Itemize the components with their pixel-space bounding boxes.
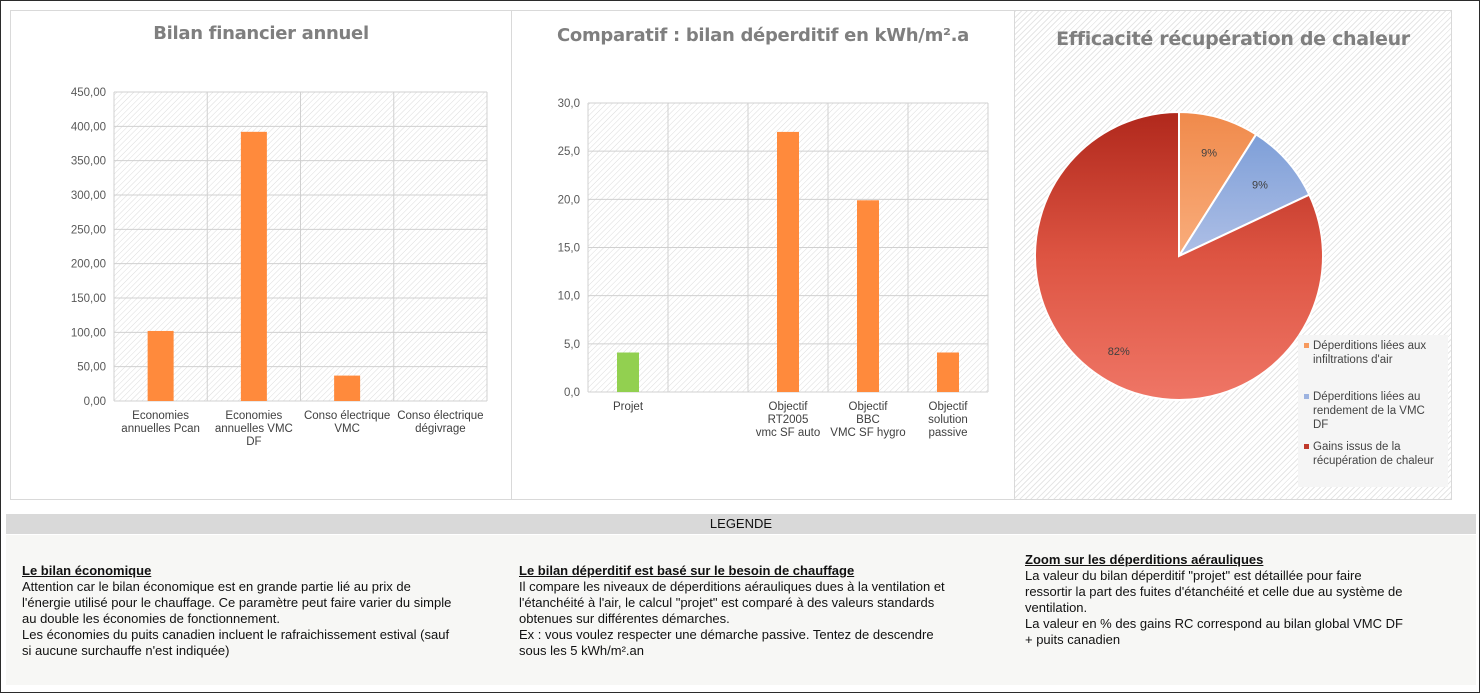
y-tick-label: 50,00 <box>77 362 106 374</box>
x-category-label: passive <box>929 427 968 439</box>
y-tick-label: 350,00 <box>71 156 106 168</box>
financial-chart-title: Bilan financier annuel <box>153 23 369 44</box>
y-tick-label: 250,00 <box>71 224 106 236</box>
pie-legend-item-gains: Gains issus de la récupération de chaleu… <box>1304 440 1434 468</box>
legend-notes: Le bilan économique Attention car le bil… <box>6 535 1476 685</box>
y-tick-label: 15,0 <box>558 243 580 255</box>
note-aeraulic: Zoom sur les déperditions aérauliques La… <box>1025 552 1465 648</box>
note-body: Il compare les niveaux de déperditions a… <box>519 579 945 658</box>
note-body: Attention car le bilan économique est en… <box>22 579 452 658</box>
x-category-label: Objectif <box>929 401 969 413</box>
y-tick-label: 0,00 <box>84 396 106 408</box>
x-category-label: Economies <box>225 410 282 422</box>
y-tick-label: 200,00 <box>71 259 106 271</box>
pie-legend-swatch <box>1304 394 1309 399</box>
bar <box>240 131 267 401</box>
y-tick-label: 30,0 <box>558 98 580 110</box>
note-heat-loss: Le bilan déperditif est basé sur le beso… <box>519 563 999 659</box>
pie-legend-label: DF <box>1313 419 1329 431</box>
pie-legend-label: Déperditions liées au <box>1313 391 1421 403</box>
financial-chart-panel: Bilan financier annuel 0,00 50,00 100,00 15… <box>10 10 512 500</box>
x-category-label: annuelles VMC <box>215 423 293 435</box>
x-category-label: Objectif <box>769 401 809 413</box>
pie-legend-label: Déperditions liées aux <box>1313 340 1427 352</box>
comparative-bar-chart: 0,0 5,0 10,0 15,0 20,0 25,0 30,0 Projet Objectif… <box>558 98 989 439</box>
x-category-label: Conso électrique <box>304 410 390 422</box>
pie-legend-label: Gains issus de la <box>1313 441 1401 453</box>
x-category-label: annuelles Pcan <box>121 423 200 435</box>
x-category-label: VMC SF hygro <box>830 427 905 439</box>
legend-header: LEGENDE <box>6 514 1476 534</box>
x-category-label: DF <box>246 436 261 448</box>
bar <box>857 200 879 392</box>
pie-legend: Déperditions liées aux infiltrations d'a… <box>1298 335 1448 487</box>
x-category-label: RT2005 <box>768 414 809 426</box>
note-title: Zoom sur les déperditions aérauliques <box>1025 552 1264 567</box>
comparative-chart-title: Comparatif : bilan déperditif en kWh/m².… <box>557 25 969 46</box>
pie-legend-item-infiltrations: Déperditions liées aux infiltrations d'a… <box>1304 339 1426 367</box>
y-tick-label: 20,0 <box>558 194 580 206</box>
note-title: Le bilan économique <box>22 563 152 578</box>
y-tick-label: 10,0 <box>558 291 580 303</box>
x-category-label: solution <box>928 414 968 426</box>
x-category-label: Conso électrique <box>397 410 483 422</box>
bar <box>617 352 639 392</box>
y-tick-label: 25,0 <box>558 146 580 158</box>
y-tick-label: 5,0 <box>564 339 580 351</box>
pie-legend-swatch <box>1304 444 1309 449</box>
y-tick-label: 150,00 <box>71 293 106 305</box>
pie-legend-label: infiltrations d'air <box>1313 354 1393 366</box>
x-category-label: Projet <box>613 401 644 413</box>
y-tick-label: 100,00 <box>71 327 106 339</box>
financial-bar-chart: 0,00 50,00 100,00 150,00 200,00 250,00 300,00 3… <box>71 87 488 448</box>
heat-recovery-title: Efficacité récupération de chaleur <box>1056 28 1410 50</box>
x-category-label: VMC <box>334 423 360 435</box>
y-tick-label: 450,00 <box>71 87 106 99</box>
y-tick-label: 0,0 <box>564 387 580 399</box>
x-category-label: Objectif <box>849 401 889 413</box>
y-tick-label: 400,00 <box>71 121 106 133</box>
pie-legend-label: récupération de chaleur <box>1313 455 1434 467</box>
note-economic: Le bilan économique Attention car le bil… <box>22 563 502 659</box>
comparative-chart-panel: Comparatif : bilan déperditif en kWh/m².… <box>511 10 1015 500</box>
pie-legend-label: rendement de la VMC <box>1313 405 1425 417</box>
note-title: Le bilan déperditif est basé sur le beso… <box>519 563 855 578</box>
bar <box>147 330 174 401</box>
y-tick-label: 300,00 <box>71 190 106 202</box>
x-category-label: vmc SF auto <box>756 427 821 439</box>
x-category-label: dégivrage <box>415 423 466 435</box>
note-body: La valeur du bilan déperditif "projet" e… <box>1025 568 1403 647</box>
x-category-label: BBC <box>856 414 880 426</box>
pie-legend-item-vmc: Déperditions liées au rendement de la VM… <box>1304 390 1425 432</box>
bar <box>334 375 361 401</box>
x-category-label: Economies <box>132 410 189 422</box>
bar <box>937 352 959 392</box>
pie-legend-swatch <box>1304 343 1309 348</box>
bar <box>777 131 799 392</box>
